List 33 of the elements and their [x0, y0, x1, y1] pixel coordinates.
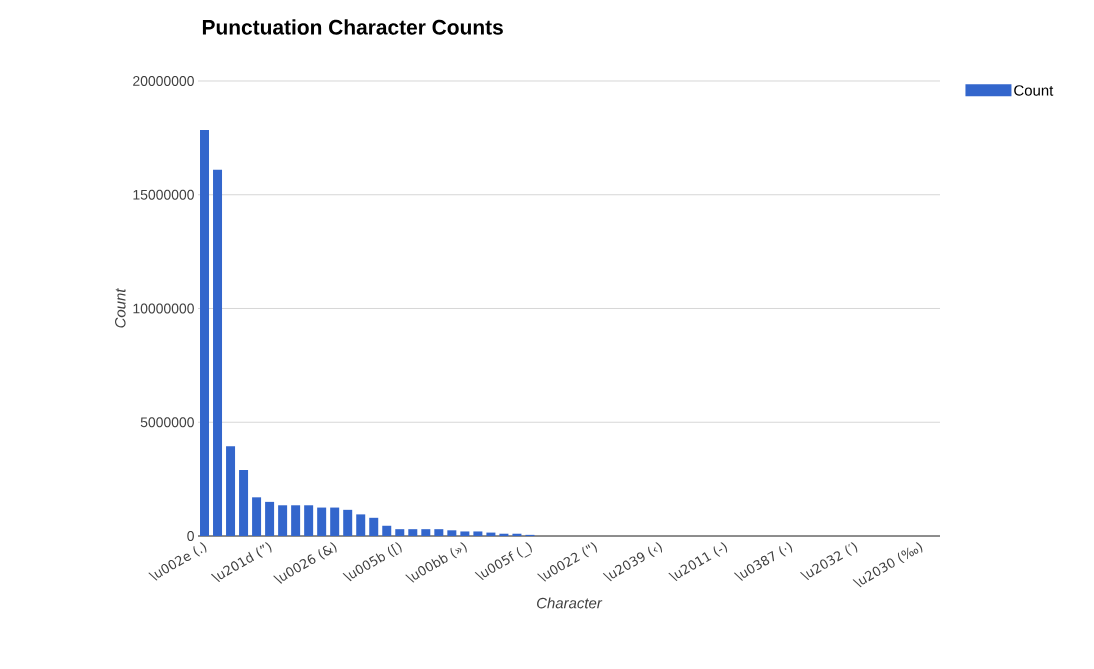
bar	[265, 501, 275, 536]
legend-label: Count	[1014, 85, 1054, 96]
x-axis-title: Character	[537, 597, 603, 609]
bar	[200, 129, 210, 536]
chart-title: Punctuation Character Counts	[202, 19, 503, 35]
bar	[421, 529, 431, 536]
bar	[213, 169, 223, 536]
bar	[252, 497, 262, 536]
y-tick-label: 5000000	[140, 417, 194, 428]
bar	[356, 514, 366, 536]
bar	[447, 530, 457, 536]
bar	[408, 529, 418, 536]
y-tick-label: 20000000	[133, 76, 194, 86]
bar	[512, 533, 522, 536]
bar	[382, 525, 392, 536]
bar	[369, 517, 379, 536]
y-tick-label: 10000000	[133, 303, 194, 314]
bar	[330, 507, 340, 536]
bar	[395, 529, 405, 536]
bar	[473, 531, 483, 536]
y-tick-label: 0	[187, 531, 194, 541]
bar	[239, 470, 249, 536]
bar	[226, 446, 236, 536]
bar	[343, 509, 353, 536]
bar	[499, 533, 509, 536]
bar	[317, 507, 327, 536]
bar	[278, 505, 288, 536]
y-tick-label: 15000000	[133, 189, 194, 200]
bar	[304, 505, 314, 536]
y-axis-title: Count	[115, 288, 126, 328]
bar	[291, 505, 301, 536]
bar	[434, 529, 444, 536]
bar	[460, 531, 470, 536]
